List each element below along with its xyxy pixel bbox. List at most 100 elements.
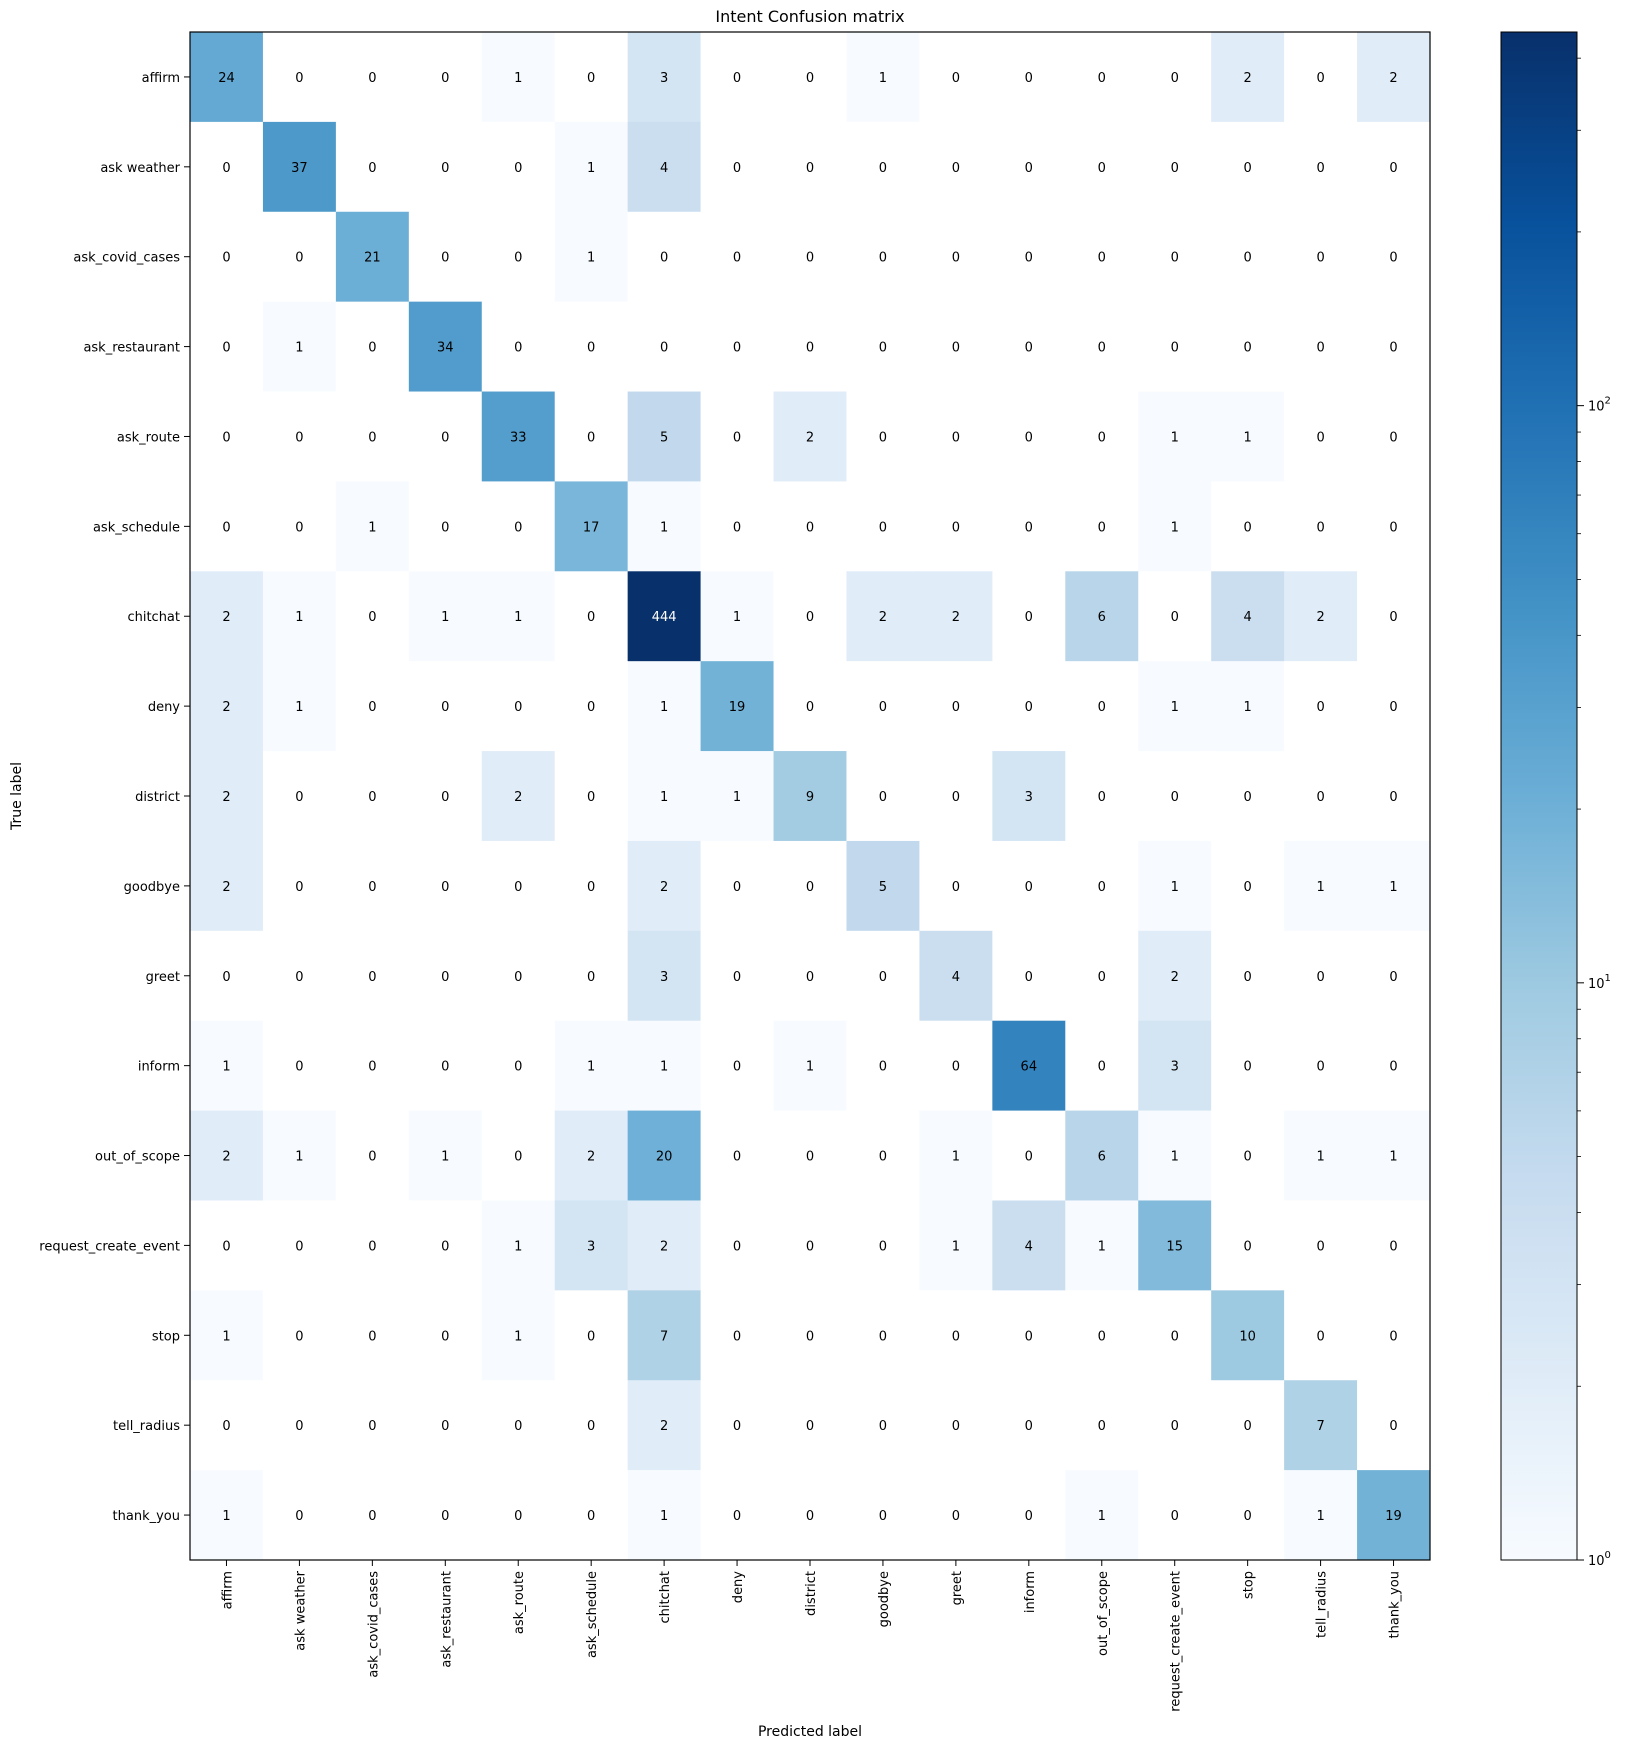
heatmap-cell <box>846 1110 920 1201</box>
heatmap-cell <box>190 1380 264 1471</box>
cell-value-label: 0 <box>587 430 595 445</box>
cell-value-label: 0 <box>952 1509 960 1524</box>
heatmap-cell <box>1357 1200 1431 1291</box>
cell-value-label: 1 <box>1244 700 1252 715</box>
y-tick-label: chitchat <box>127 610 180 625</box>
heatmap-cell <box>408 571 483 662</box>
heatmap-cell <box>262 661 337 752</box>
cell-value-label: 0 <box>1171 790 1179 805</box>
cell-value-label: 444 <box>652 610 677 625</box>
heatmap-cell <box>554 1020 629 1112</box>
x-tick-label: affirm <box>220 1571 235 1609</box>
cell-value-label: 1 <box>295 610 303 625</box>
heatmap-cell <box>846 1470 920 1561</box>
cell-value-label: 0 <box>587 1419 595 1434</box>
cell-value-label: 6 <box>1098 1150 1106 1165</box>
cell-value-label: 1 <box>368 520 376 535</box>
heatmap-cell <box>919 1200 993 1291</box>
x-tick-label: goodbye <box>877 1571 892 1627</box>
heatmap-cell <box>992 121 1066 213</box>
y-tick-label: tell_radius <box>113 1419 180 1434</box>
cell-value-label: 2 <box>879 610 887 625</box>
heatmap-cell <box>190 661 264 752</box>
cell-value-label: 1 <box>1316 1509 1324 1524</box>
heatmap-cell <box>1211 1020 1285 1112</box>
cell-value-label: 2 <box>1389 71 1397 86</box>
heatmap-cell <box>627 930 702 1022</box>
heatmap-cell <box>1211 1110 1285 1201</box>
heatmap-cell <box>846 1380 920 1471</box>
cell-value-label: 0 <box>952 880 960 895</box>
heatmap-cell <box>627 1200 702 1291</box>
cell-value-label: 0 <box>1316 970 1324 985</box>
heatmap-cell <box>1065 661 1139 752</box>
heatmap-cell <box>700 1110 775 1201</box>
cell-value-label: 0 <box>1171 1509 1179 1524</box>
y-tick-label: ask_schedule <box>93 520 180 535</box>
cell-value-label: 0 <box>1171 341 1179 356</box>
heatmap-cell <box>1357 391 1431 482</box>
heatmap-cell <box>1211 1290 1285 1381</box>
heatmap-cell <box>846 211 920 303</box>
heatmap-cell <box>1284 1020 1358 1112</box>
heatmap-cell <box>992 661 1066 752</box>
heatmap-cell <box>992 301 1066 393</box>
x-tick-label: tell_radius <box>1315 1571 1330 1638</box>
cell-value-label: 0 <box>1244 1419 1252 1434</box>
heatmap-cell <box>481 301 556 393</box>
cell-value-label: 4 <box>660 161 668 176</box>
cell-value-label: 0 <box>368 970 376 985</box>
y-tick-label: greet <box>146 970 180 985</box>
heatmap-cell <box>554 930 629 1022</box>
cell-value-label: 1 <box>295 700 303 715</box>
cell-value-label: 2 <box>222 610 230 625</box>
heatmap-cell <box>1065 211 1139 303</box>
heatmap-cell <box>262 211 337 303</box>
cell-value-label: 0 <box>806 161 814 176</box>
cell-value-label: 9 <box>806 790 814 805</box>
heatmap-cell <box>554 571 629 662</box>
heatmap-cell <box>1065 1290 1139 1381</box>
cell-value-label: 1 <box>1098 1509 1106 1524</box>
heatmap-cell <box>408 1200 483 1291</box>
cell-value-label: 0 <box>1244 251 1252 266</box>
heatmap-cell <box>919 1380 993 1471</box>
heatmap-cell <box>846 1290 920 1381</box>
heatmap-cell <box>1211 1200 1285 1291</box>
cell-value-label: 0 <box>368 1239 376 1254</box>
heatmap-cell <box>773 121 847 213</box>
heatmap-cell <box>1211 1470 1285 1561</box>
cell-value-label: 0 <box>1025 71 1033 86</box>
cell-value-label: 2 <box>660 1239 668 1254</box>
cell-value-label: 0 <box>1025 970 1033 985</box>
heatmap-cell <box>1065 571 1139 662</box>
heatmap-cell <box>1357 661 1431 752</box>
cell-value-label: 0 <box>952 700 960 715</box>
heatmap-cell <box>700 1470 775 1561</box>
heatmap-cell <box>773 1290 847 1381</box>
heatmap-cell <box>846 751 920 842</box>
cell-value-label: 2 <box>1316 610 1324 625</box>
heatmap-cell <box>190 1020 264 1112</box>
heatmap-cell <box>262 301 337 393</box>
heatmap-cell <box>481 1470 556 1561</box>
cell-value-label: 0 <box>733 71 741 86</box>
heatmap-cell <box>1357 121 1431 213</box>
cell-value-label: 0 <box>879 161 887 176</box>
heatmap-cell <box>1138 1200 1212 1291</box>
heatmap-cell <box>700 121 775 213</box>
x-tick-label: ask_covid_cases <box>366 1571 381 1678</box>
heatmap-cell <box>919 930 993 1022</box>
heatmap-cell <box>190 481 264 572</box>
heatmap-cell <box>335 840 410 932</box>
heatmap-cell <box>1357 1470 1431 1561</box>
heatmap-cell <box>992 211 1066 303</box>
heatmap-cell <box>1357 571 1431 662</box>
heatmap-cell <box>992 1380 1066 1471</box>
cell-value-label: 0 <box>1171 610 1179 625</box>
cell-value-label: 33 <box>510 430 527 445</box>
cell-value-label: 1 <box>514 610 522 625</box>
cell-value-label: 0 <box>1025 1509 1033 1524</box>
cell-value-label: 0 <box>733 970 741 985</box>
cell-value-label: 0 <box>222 520 230 535</box>
